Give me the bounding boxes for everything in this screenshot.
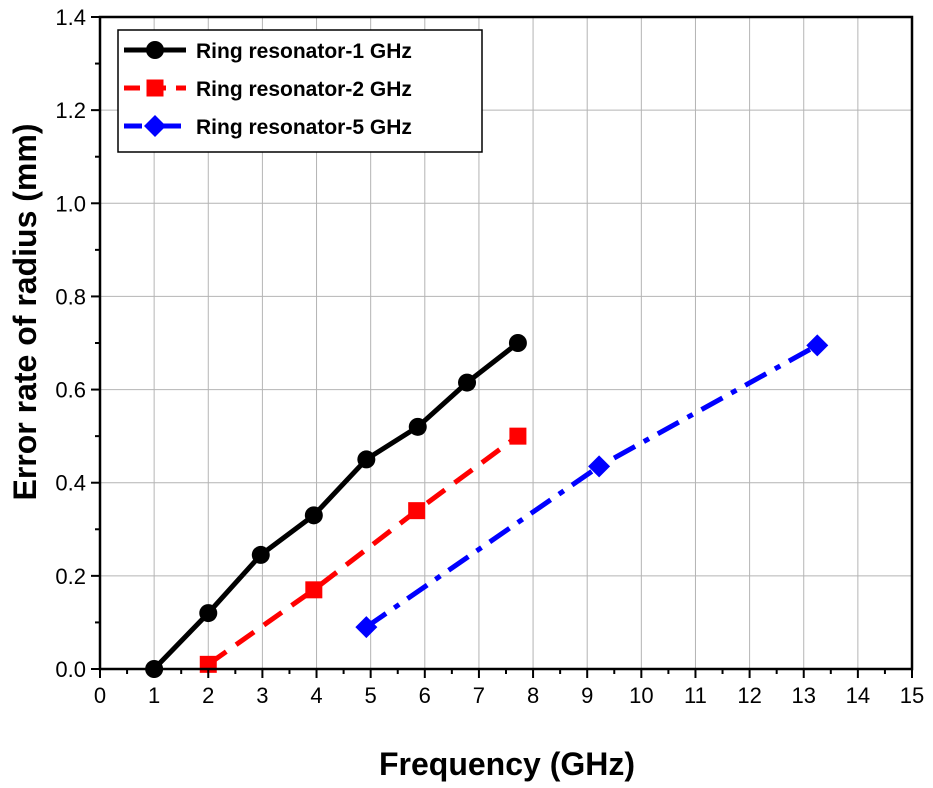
x-tick-label: 6 xyxy=(419,683,431,708)
y-tick-label: 0.0 xyxy=(55,657,86,682)
axes: 0 1 2 3 4 5 6 7 8 9 10 11 12 13 14 150.00.20.40.60.81.0… xyxy=(55,5,924,708)
data-point xyxy=(588,455,611,478)
x-tick-label: 13 xyxy=(791,683,815,708)
x-tick-label: 12 xyxy=(737,683,761,708)
x-tick-label: 5 xyxy=(365,683,377,708)
data-point xyxy=(458,373,477,392)
data-point xyxy=(304,506,323,525)
y-tick-label: 1.4 xyxy=(55,5,86,30)
data-point xyxy=(408,417,427,436)
y-tick-label: 0.4 xyxy=(55,471,86,496)
y-tick-label: 0.8 xyxy=(55,284,86,309)
series-group xyxy=(145,334,829,678)
series-3 xyxy=(355,334,829,639)
legend: Ring resonator-1 GHz Ring resonator-2 GHz… xyxy=(117,29,483,153)
series-1 xyxy=(145,334,527,678)
x-tick-label: 7 xyxy=(473,683,485,708)
legend-label: Ring resonator-2 GHz xyxy=(196,78,412,101)
legend-marker xyxy=(146,41,164,59)
y-axis-title: Error rate of radius (mm) xyxy=(7,124,43,501)
series-line xyxy=(206,434,520,667)
data-point xyxy=(508,334,527,352)
series-line xyxy=(152,341,520,671)
data-point xyxy=(509,427,527,445)
x-tick-label: 14 xyxy=(846,683,870,708)
x-tick-label: 10 xyxy=(629,683,653,708)
legend-marker xyxy=(146,79,164,97)
x-tick-label: 2 xyxy=(202,683,214,708)
data-point xyxy=(408,502,426,520)
data-point xyxy=(305,581,323,599)
x-axis-title: Frequency (GHz) xyxy=(379,746,635,782)
data-point xyxy=(357,450,376,469)
y-tick-label: 0.2 xyxy=(55,564,86,589)
x-tick-label: 0 xyxy=(94,683,106,708)
x-tick-label: 1 xyxy=(148,683,160,708)
y-tick-label: 1.2 xyxy=(55,98,86,123)
legend-label: Ring resonator-5 GHz xyxy=(196,116,412,139)
legend-marker xyxy=(144,115,166,137)
legend-label: Ring resonator-1 GHz xyxy=(196,40,412,63)
x-tick-label: 9 xyxy=(581,683,593,708)
x-tick-label: 15 xyxy=(900,683,924,708)
x-tick-label: 4 xyxy=(310,683,322,708)
y-tick-label: 1.0 xyxy=(55,191,86,216)
data-point xyxy=(199,604,218,623)
x-tick-label: 8 xyxy=(527,683,539,708)
data-point xyxy=(251,545,270,564)
y-tick-label: 0.6 xyxy=(55,378,86,403)
data-point xyxy=(355,616,378,639)
x-tick-label: 3 xyxy=(256,683,268,708)
x-tick-label: 11 xyxy=(684,683,707,708)
data-point xyxy=(806,334,829,357)
